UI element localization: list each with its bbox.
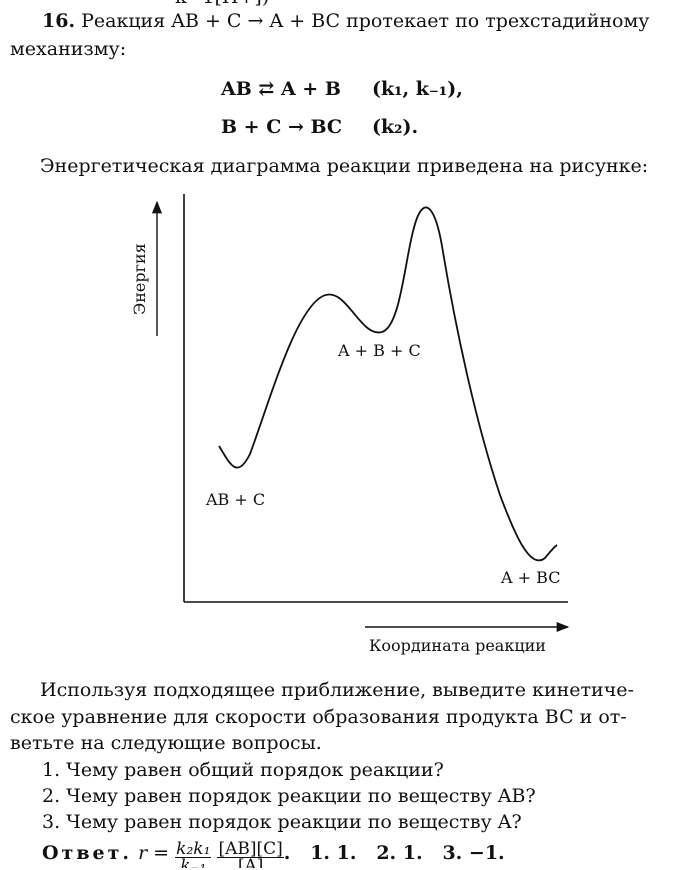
problem-line-1: 16. Реакция AB + C → A + BC протекает по… (42, 8, 649, 34)
problem-line-2: механизму: (10, 38, 127, 60)
question-2: 2. Чему равен порядок реакции по веществ… (42, 785, 536, 807)
question-1: 1. Чему равен общий порядок реакции? (42, 759, 444, 781)
task-line-2: ское уравнение для скорости образования … (10, 706, 627, 728)
answer-values: . 1. 1. 2. 1. 3. −1. (283, 842, 505, 864)
y-axis-label: Энергия (130, 243, 149, 315)
question-3: 3. Чему равен порядок реакции по веществ… (42, 811, 522, 833)
fraction-1-numerator: k₂k₁ (175, 838, 212, 859)
task-line-1: Используя подходящее приближение, выведи… (40, 679, 634, 701)
answer-rate-eq: r = (138, 842, 170, 864)
mechanism-eq-1-rates: (k₁, k₋₁), (372, 78, 463, 100)
mechanism-eq-2: B + C → BC (221, 116, 343, 138)
problem-text-1: Реакция AB + C → A + BC протекает по тре… (81, 10, 650, 32)
fraction-2-numerator: [AB][C] (217, 838, 284, 859)
energy-curve (218, 206, 558, 562)
label-reactants: AB + C (206, 490, 266, 509)
task-line-3: ветьте на следующие вопросы. (10, 732, 322, 754)
energy-diagram-svg (151, 194, 570, 633)
fraction-2-denominator: [A] (237, 857, 264, 868)
mechanism-eq-2-rates: (k₂). (372, 116, 419, 138)
mechanism-eq-1: AB ⇄ A + B (221, 78, 341, 100)
answer-line: Ответ. r = k₂k₁ k₋₁ [AB][C] [A] . 1. 1. … (42, 838, 505, 868)
previous-problem-fragment: k−1[H+]) (175, 0, 269, 8)
label-intermediate: A + B + C (338, 341, 421, 360)
fraction-1-denominator: k₋₁ (180, 857, 207, 868)
problem-number: 16. (42, 10, 76, 32)
label-products: A + BC (501, 568, 561, 587)
energy-diagram: Энергия A + B + C AB + C A + BC Координа… (120, 190, 590, 670)
answer-fraction-2: [AB][C] [A] (217, 838, 284, 868)
diagram-caption: Энергетическая диаграмма реакции приведе… (40, 155, 649, 177)
answer-label: Ответ. (42, 842, 133, 864)
answer-fraction-1: k₂k₁ k₋₁ (175, 838, 212, 868)
x-axis-label: Координата реакции (369, 636, 546, 655)
